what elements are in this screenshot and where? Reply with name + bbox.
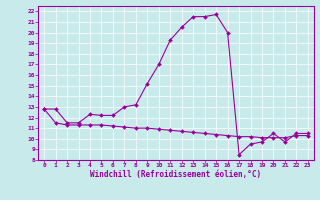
X-axis label: Windchill (Refroidissement éolien,°C): Windchill (Refroidissement éolien,°C) bbox=[91, 170, 261, 179]
